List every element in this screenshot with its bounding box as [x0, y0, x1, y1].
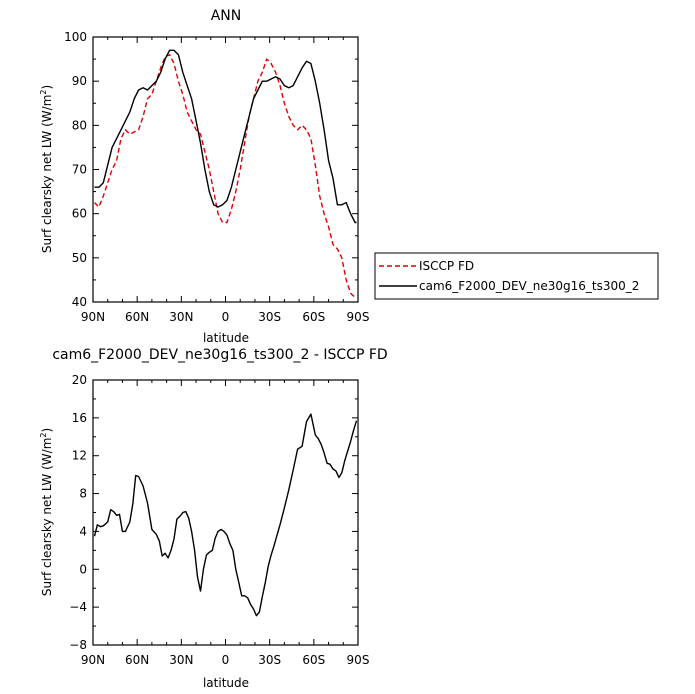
bottom-y-axis-label-sup: 2 [39, 433, 48, 438]
bottom-series-line-0 [93, 413, 358, 617]
x-tick-label: 0 [222, 310, 230, 324]
x-tick-label: 90N [81, 310, 105, 324]
top-x-tick-labels: 90N 60N 30N 0 30S 60S 90S [81, 310, 370, 324]
x-tick-label: 90N [81, 653, 105, 667]
top-y-axis-label: Surf clearsky net LW (W/m2) [39, 85, 54, 253]
x-tick-label: 30N [169, 310, 193, 324]
y-tick-label: −4 [69, 600, 87, 614]
x-tick-label: 30S [258, 310, 281, 324]
x-tick-label: 60S [302, 653, 325, 667]
bottom-x-tick-labels: 90N 60N 30N 0 30S 60S 90S [81, 653, 370, 667]
y-tick-label: 50 [72, 251, 87, 265]
bottom-y-tick-labels: −8 −4 0 4 8 12 16 20 [69, 373, 87, 652]
top-ticks [92, 36, 359, 303]
top-series-line-1 [94, 49, 357, 224]
y-tick-label: −8 [69, 638, 87, 652]
x-tick-label: 60N [125, 653, 149, 667]
y-tick-label: 40 [72, 295, 87, 309]
x-tick-label: 60S [302, 310, 325, 324]
x-tick-label: 0 [222, 653, 230, 667]
y-tick-label: 90 [72, 74, 87, 88]
x-tick-label: 30N [169, 653, 193, 667]
x-tick-label: 90S [347, 310, 370, 324]
y-tick-label: 12 [72, 449, 87, 463]
bottom-y-axis-label: Surf clearsky net LW (W/m2) [39, 428, 54, 596]
y-tick-label: 80 [72, 118, 87, 132]
y-tick-label: 70 [72, 163, 87, 177]
top-series-line-0 [94, 54, 357, 299]
bottom-panel: cam6_F2000_DEV_ne30g16_ts300_2 - ISCCP F… [39, 347, 388, 690]
x-tick-label: 90S [347, 653, 370, 667]
x-tick-label: 30S [258, 653, 281, 667]
y-tick-label: 60 [72, 207, 87, 221]
top-y-axis-label-main: Surf clearsky net LW (W/m [40, 95, 54, 254]
legend-label-cam6: cam6_F2000_DEV_ne30g16_ts300_2 [419, 279, 639, 293]
top-y-axis-label-tail: ) [40, 85, 54, 90]
top-chart-title: ANN [211, 8, 242, 24]
x-tick-label: 60N [125, 310, 149, 324]
bottom-y-axis-label-main: Surf clearsky net LW (W/m [40, 438, 54, 597]
top-y-axis-label-sup: 2 [39, 90, 48, 95]
bottom-chart-title: cam6_F2000_DEV_ne30g16_ts300_2 - ISCCP F… [52, 347, 387, 363]
top-x-axis-label: latitude [203, 331, 249, 345]
bottom-x-axis-label: latitude [203, 676, 249, 690]
top-y-tick-labels: 40 50 60 70 80 90 100 [64, 30, 87, 309]
top-panel: ANN 90N 60N 30N 0 30S 60S 90S 405060708090100 … [39, 8, 369, 345]
legend: ISCCP FD cam6_F2000_DEV_ne30g16_ts300_2 [374, 252, 659, 300]
y-tick-label: 20 [72, 373, 87, 387]
bottom-ticks [92, 379, 359, 646]
top-series-group [94, 49, 357, 299]
y-tick-label: 0 [79, 562, 87, 576]
legend-label-isccp: ISCCP FD [419, 259, 474, 273]
y-tick-label: 16 [72, 411, 87, 425]
y-tick-label: 100 [64, 30, 87, 44]
bottom-plot-frame [92, 379, 359, 646]
y-tick-label: 8 [79, 487, 87, 501]
bottom-y-axis-label-tail: ) [40, 428, 54, 433]
y-tick-label: 4 [79, 524, 87, 538]
legend-box [374, 252, 659, 300]
bottom-series-group [93, 413, 358, 617]
top-plot-frame [92, 36, 359, 303]
